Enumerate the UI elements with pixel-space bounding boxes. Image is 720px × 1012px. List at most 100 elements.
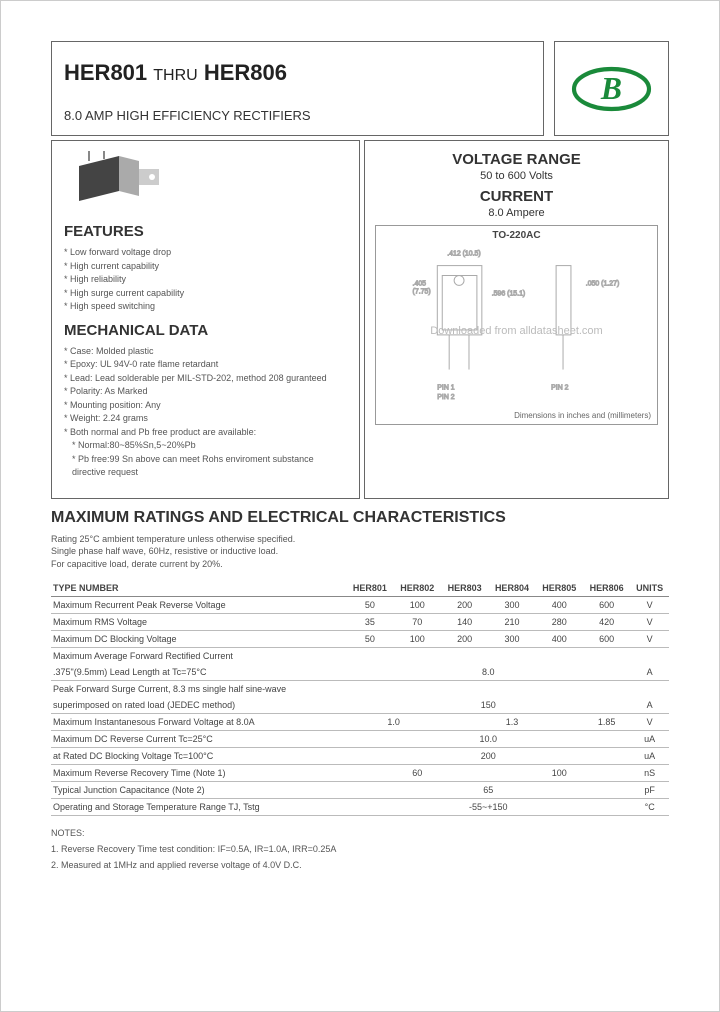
row-value: 420 (583, 614, 630, 631)
feature-item: High current capability (64, 260, 347, 274)
row-value (394, 681, 441, 698)
watermark: Downloaded from alldatasheet.com (376, 325, 657, 337)
brand-logo-icon: B (569, 64, 654, 114)
svg-text:B: B (600, 71, 622, 106)
row-value (536, 648, 583, 665)
mechanical-item: Mounting position: Any (64, 399, 347, 413)
row-value: 300 (488, 631, 535, 648)
svg-text:PIN 1: PIN 1 (437, 384, 454, 391)
row-label: .375"(9.5mm) Lead Length at Tc=75°C (51, 664, 346, 681)
row-unit: uA (630, 748, 669, 765)
title-to: HER806 (204, 60, 287, 85)
column-header: HER802 (394, 580, 441, 597)
svg-text:.596 (15.1): .596 (15.1) (492, 290, 525, 297)
feature-item: High speed switching (64, 300, 347, 314)
row-value: V (630, 597, 669, 614)
column-header: UNITS (630, 580, 669, 597)
mechanical-item: Normal:80~85%Sn,5~20%Pb (72, 439, 347, 453)
row-value: 600 (583, 597, 630, 614)
row-value (630, 681, 669, 698)
logo-box: B (554, 41, 669, 136)
row-value (630, 648, 669, 665)
table-row: Maximum Instantanesous Forward Voltage a… (51, 714, 669, 731)
column-header: HER803 (441, 580, 488, 597)
notes-section: NOTES: 1. Reverse Recovery Time test con… (51, 828, 669, 870)
row-value: 210 (488, 614, 535, 631)
row-value (488, 648, 535, 665)
row-label: Maximum RMS Voltage (51, 614, 346, 631)
row-value: 8.0 (346, 664, 630, 681)
type-number-header: TYPE NUMBER (51, 580, 346, 597)
row-value (583, 648, 630, 665)
table-row: superimposed on rated load (JEDEC method… (51, 697, 669, 714)
features-heading: FEATURES (64, 223, 347, 240)
row-label: Maximum DC Reverse Current Tc=25°C (51, 731, 346, 748)
ratings-intro: Rating 25°C ambient temperature unless o… (51, 533, 669, 571)
row-label: Maximum Reverse Recovery Time (Note 1) (51, 765, 346, 782)
row-value: 100 (488, 765, 630, 782)
row-unit: °C (630, 799, 669, 816)
row-value: V (630, 714, 669, 731)
notes-heading: NOTES: (51, 828, 669, 838)
svg-text:PIN 2: PIN 2 (437, 394, 454, 401)
row-label: Maximum DC Blocking Voltage (51, 631, 346, 648)
datasheet-page: HER801 THRU HER806 8.0 AMP HIGH EFFICIEN… (0, 0, 720, 1012)
table-row: .375"(9.5mm) Lead Length at Tc=75°C8.0A (51, 664, 669, 681)
row-value (488, 681, 535, 698)
svg-text:PIN 2: PIN 2 (551, 384, 568, 391)
svg-text:.405: .405 (413, 280, 427, 287)
mechanical-item: Weight: 2.24 grams (64, 412, 347, 426)
feature-item: High surge current capability (64, 287, 347, 301)
row-label: Maximum Average Forward Rectified Curren… (51, 648, 346, 665)
row-value: 70 (394, 614, 441, 631)
table-row: Peak Forward Surge Current, 8.3 ms singl… (51, 681, 669, 698)
row-value: 35 (346, 614, 393, 631)
row-value: 100 (394, 631, 441, 648)
table-row: Maximum Reverse Recovery Time (Note 1)60… (51, 765, 669, 782)
row-value: 140 (441, 614, 488, 631)
row-value (536, 681, 583, 698)
dimension-note: Dimensions in inches and (millimeters) (514, 411, 651, 420)
row-unit: A (630, 697, 669, 714)
row-value: 1.0 (346, 714, 441, 731)
row-label: at Rated DC Blocking Voltage Tc=100°C (51, 748, 346, 765)
voltage-heading: VOLTAGE RANGE (375, 151, 658, 168)
table-row: Maximum Average Forward Rectified Curren… (51, 648, 669, 665)
column-header: HER804 (488, 580, 535, 597)
row-value (441, 648, 488, 665)
svg-text:.412 (10.5): .412 (10.5) (447, 251, 480, 258)
row-label: Operating and Storage Temperature Range … (51, 799, 346, 816)
note-item: 1. Reverse Recovery Time test condition:… (51, 844, 669, 854)
mechanical-item: Both normal and Pb free product are avai… (64, 426, 347, 440)
row-value: 1.3 (441, 714, 583, 731)
table-row: at Rated DC Blocking Voltage Tc=100°C200… (51, 748, 669, 765)
row-value: 300 (488, 597, 535, 614)
column-header: HER801 (346, 580, 393, 597)
title-box: HER801 THRU HER806 8.0 AMP HIGH EFFICIEN… (51, 41, 544, 136)
title-from: HER801 (64, 60, 147, 85)
mechanical-item: Pb free:99 Sn above can meet Rohs enviro… (72, 453, 347, 480)
table-row: Maximum Recurrent Peak Reverse Voltage50… (51, 597, 669, 614)
voltage-value: 50 to 600 Volts (375, 170, 658, 182)
mechanical-list: Case: Molded plasticEpoxy: UL 94V-0 rate… (64, 345, 347, 480)
row-value: V (630, 631, 669, 648)
table-row: Maximum DC Blocking Voltage5010020030040… (51, 631, 669, 648)
row-value: 150 (346, 697, 630, 714)
row-value: 100 (394, 597, 441, 614)
row-value: 200 (441, 597, 488, 614)
voltage-box: VOLTAGE RANGE 50 to 600 Volts CURRENT 8.… (364, 140, 669, 499)
table-row: Maximum DC Reverse Current Tc=25°C10.0uA (51, 731, 669, 748)
row-unit: A (630, 664, 669, 681)
mechanical-heading: MECHANICAL DATA (64, 322, 347, 339)
ratings-section: MAXIMUM RATINGS AND ELECTRICAL CHARACTER… (51, 509, 669, 871)
features-box: FEATURES Low forward voltage dropHigh cu… (51, 140, 360, 499)
row-value: 50 (346, 631, 393, 648)
row-value (346, 681, 393, 698)
main-title: HER801 THRU HER806 (64, 60, 531, 86)
row-value: 65 (346, 782, 630, 799)
row-value (441, 681, 488, 698)
table-row: Maximum RMS Voltage3570140210280420V (51, 614, 669, 631)
svg-text:(7.75): (7.75) (413, 288, 431, 295)
row-label: Peak Forward Surge Current, 8.3 ms singl… (51, 681, 346, 698)
ratings-table: TYPE NUMBERHER801HER802HER803HER804HER80… (51, 580, 669, 816)
